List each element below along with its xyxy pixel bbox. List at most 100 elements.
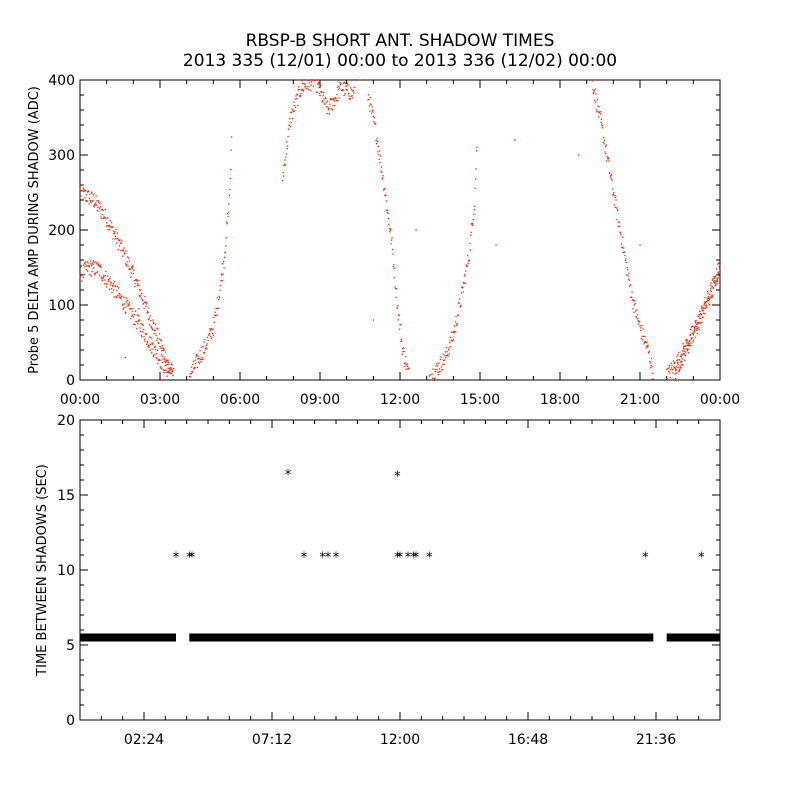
- data-point: [164, 360, 166, 363]
- data-point: [209, 328, 211, 330]
- data-point: [319, 84, 322, 87]
- data-point: [707, 296, 709, 298]
- data-point: [674, 377, 677, 380]
- data-point: [143, 336, 145, 338]
- data-point: [325, 101, 327, 103]
- data-point: [335, 98, 337, 100]
- data-point: [322, 95, 324, 97]
- data-point: [609, 176, 611, 178]
- data-point: [133, 279, 135, 282]
- y-tick-label: 400: [48, 73, 75, 89]
- data-point: [228, 194, 231, 197]
- data-point: [402, 347, 404, 350]
- data-point: [383, 188, 385, 191]
- data-point: [226, 223, 228, 225]
- data-point: [95, 261, 97, 263]
- data-point: [627, 278, 630, 280]
- data-point: [120, 249, 122, 252]
- data-point: [619, 231, 621, 233]
- data-point: [145, 305, 147, 307]
- data-point: [603, 143, 605, 145]
- data-point: [397, 319, 399, 321]
- data-point: [122, 307, 125, 309]
- data-point: [675, 368, 677, 371]
- data-point: [100, 216, 102, 218]
- data-point: [160, 347, 162, 349]
- data-point: [115, 229, 117, 231]
- data-point: [118, 245, 121, 247]
- data-point: [619, 232, 622, 234]
- data-point: [80, 266, 82, 268]
- data-point: [670, 369, 672, 371]
- data-point: [470, 223, 473, 225]
- data-point: [694, 320, 696, 322]
- data-point: [342, 89, 344, 91]
- data-point: [299, 96, 301, 98]
- data-point: [169, 367, 171, 370]
- data-point: [401, 353, 403, 355]
- data-point: [151, 342, 153, 344]
- data-point: [696, 327, 699, 330]
- data-point: [98, 207, 101, 209]
- data-point: [329, 103, 331, 105]
- data-point: [139, 296, 141, 298]
- data-point: [685, 351, 687, 353]
- data-point: [119, 293, 121, 296]
- data-point: [338, 87, 341, 89]
- data-point: [602, 127, 604, 129]
- data-point: [391, 248, 394, 251]
- data-point: [706, 301, 708, 303]
- data-point: [138, 315, 140, 317]
- data-point: [327, 109, 330, 111]
- data-point: [330, 98, 332, 100]
- data-point: [428, 375, 431, 377]
- data-point: [290, 111, 293, 113]
- data-point: [465, 264, 467, 266]
- data-point: [598, 106, 600, 108]
- data-point: [381, 171, 383, 173]
- data-point: [678, 370, 680, 372]
- data-point: [201, 346, 203, 349]
- data-point: [121, 240, 123, 242]
- data-point: [221, 274, 223, 276]
- data-point: [352, 97, 354, 99]
- data-point: [336, 86, 339, 88]
- data-point: [79, 189, 81, 191]
- data-point: [680, 362, 682, 364]
- data-point: [128, 303, 130, 306]
- data-point: [210, 337, 213, 339]
- data-point: [633, 311, 635, 313]
- data-point: [166, 375, 168, 377]
- data-point: [152, 321, 155, 323]
- data-point: [699, 321, 702, 323]
- data-point: [172, 367, 175, 370]
- data-point: [106, 217, 109, 219]
- data-point: [700, 313, 703, 316]
- data-point: [83, 262, 86, 265]
- data-point: [339, 81, 341, 84]
- data-point: [127, 257, 130, 259]
- data-point: [116, 237, 118, 240]
- data-point: [189, 373, 191, 375]
- data-point: [376, 138, 378, 140]
- data-point: [393, 277, 395, 279]
- data-point: [443, 359, 446, 361]
- data-point: [613, 192, 615, 194]
- data-point: [461, 286, 463, 288]
- data-point: [403, 350, 405, 353]
- data-point: [690, 338, 692, 340]
- data-point: *: [394, 551, 401, 566]
- data-point: [219, 284, 222, 287]
- data-point: [282, 175, 285, 177]
- data-point: [672, 360, 675, 362]
- data-point: [454, 321, 457, 323]
- data-point: [193, 367, 195, 369]
- data-point: [688, 341, 691, 343]
- data-point: [396, 307, 399, 309]
- data-point: [140, 334, 143, 337]
- data-point: [444, 351, 447, 353]
- data-point: [194, 359, 196, 361]
- data-point: [294, 98, 296, 100]
- data-point: [595, 93, 597, 95]
- data-point: [603, 140, 606, 142]
